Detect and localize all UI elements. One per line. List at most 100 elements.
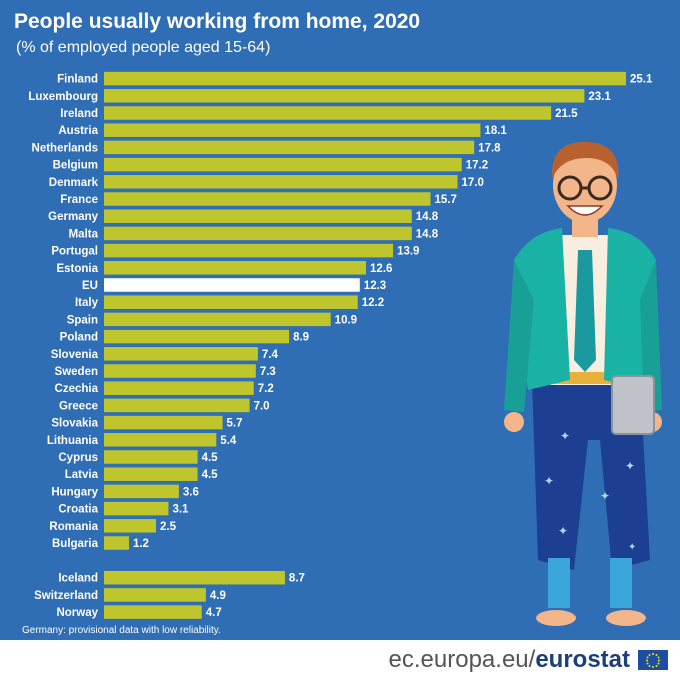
category-label: Estonia: [56, 263, 98, 275]
category-label: Greece: [59, 400, 98, 412]
bar: [104, 484, 179, 499]
category-label: Switzerland: [34, 590, 98, 602]
infographic-panel: People usually working from home, 2020 (…: [0, 0, 680, 640]
bar: [104, 570, 285, 585]
bar: [104, 106, 552, 120]
value-label: 12.2: [362, 297, 384, 309]
star-icon: ✦: [628, 542, 636, 553]
value-label: 12.3: [364, 280, 386, 292]
tie: [574, 250, 596, 372]
bar: [104, 433, 217, 447]
category-label: Poland: [60, 332, 98, 344]
left-leg: [548, 558, 570, 608]
value-label: 4.5: [202, 469, 219, 481]
star-icon: ✦: [558, 524, 568, 538]
footer: ec.europa.eu/eurostat: [0, 640, 680, 680]
bar-chart: Finland 25.1 Luxembourg 23.1 Ireland 21.5 Aust…: [28, 71, 653, 619]
value-label: 3.1: [172, 504, 189, 516]
bar: [104, 226, 412, 241]
category-label: Romania: [49, 521, 98, 533]
category-label: Norway: [56, 607, 98, 619]
value-label: 8.7: [289, 573, 305, 585]
category-label: Denmark: [49, 177, 99, 189]
bar: [104, 467, 198, 481]
flag-stars: [646, 653, 660, 668]
value-label: 8.9: [293, 332, 309, 344]
chart-subtitle: (% of employed people aged 15-64): [16, 39, 271, 56]
site-brand: eurostat: [535, 646, 630, 673]
bar: [104, 157, 462, 172]
value-label: 14.8: [416, 228, 439, 240]
bar: [104, 398, 250, 413]
value-label: 14.8: [416, 211, 439, 223]
category-label: Iceland: [58, 573, 98, 585]
bar: [104, 501, 169, 516]
value-label: 25.1: [630, 74, 653, 86]
category-label: Latvia: [65, 469, 99, 481]
category-label: Belgium: [53, 160, 98, 172]
category-label: France: [60, 194, 98, 206]
value-label: 7.3: [260, 366, 276, 378]
value-label: 4.9: [210, 590, 226, 602]
bar: [104, 381, 254, 395]
bar: [104, 364, 256, 378]
bar: [104, 347, 258, 361]
footer-site-link[interactable]: ec.europa.eu/eurostat: [389, 646, 630, 674]
category-label: Germany: [48, 211, 98, 223]
bar: [104, 261, 367, 275]
bar: [104, 140, 475, 155]
right-leg: [610, 558, 632, 608]
bar: [104, 175, 458, 189]
site-prefix: ec.europa.eu/: [388, 646, 536, 673]
value-label: 5.7: [227, 418, 243, 430]
category-label: Croatia: [58, 504, 98, 516]
bar: [104, 450, 198, 464]
bar: [104, 415, 223, 430]
face: [553, 147, 617, 223]
value-label: 17.0: [462, 177, 484, 189]
left-hand: [504, 412, 524, 432]
bar: [104, 209, 412, 223]
value-label: 15.7: [435, 194, 457, 206]
footnote: Germany: provisional data with low relia…: [22, 625, 221, 636]
person-illustration: ✦ ✦ ✦ ✦ ✦ ✦ ✦: [504, 141, 662, 626]
value-label: 17.2: [466, 160, 488, 172]
category-label: EU: [82, 280, 98, 292]
category-label: Slovakia: [51, 418, 98, 430]
smile: [566, 205, 604, 216]
value-label: 4.7: [206, 607, 222, 619]
bar: [104, 312, 331, 327]
value-label: 7.4: [262, 349, 279, 361]
value-label: 21.5: [555, 108, 578, 120]
bar: [104, 123, 481, 137]
category-label: Finland: [57, 74, 98, 86]
value-label: 7.2: [258, 383, 274, 395]
hair: [551, 141, 619, 180]
bar-eu-highlight: [104, 278, 360, 292]
category-label: Malta: [69, 228, 99, 240]
bar: [104, 536, 129, 550]
bar: [104, 588, 206, 602]
right-arm: [640, 260, 662, 412]
bar: [104, 89, 585, 103]
category-label: Luxembourg: [28, 91, 98, 103]
star-icon: ✦: [625, 459, 635, 473]
value-label: 4.5: [202, 452, 219, 464]
category-label: Sweden: [55, 366, 98, 378]
value-label: 5.4: [220, 435, 237, 447]
category-label: Lithuania: [47, 435, 99, 447]
bar: [104, 295, 358, 309]
category-label: Portugal: [51, 246, 98, 258]
category-label: Czechia: [55, 383, 99, 395]
category-label: Spain: [67, 314, 98, 326]
eu-flag-icon: [638, 650, 668, 670]
bar: [104, 605, 202, 619]
bar: [104, 329, 290, 344]
value-label: 2.5: [160, 521, 177, 533]
value-label: 3.6: [183, 486, 199, 498]
value-label: 12.6: [370, 263, 392, 275]
bar: [104, 519, 156, 533]
right-foot: [606, 610, 646, 626]
star-icon: ✦: [600, 489, 610, 503]
left-arm: [504, 260, 534, 412]
